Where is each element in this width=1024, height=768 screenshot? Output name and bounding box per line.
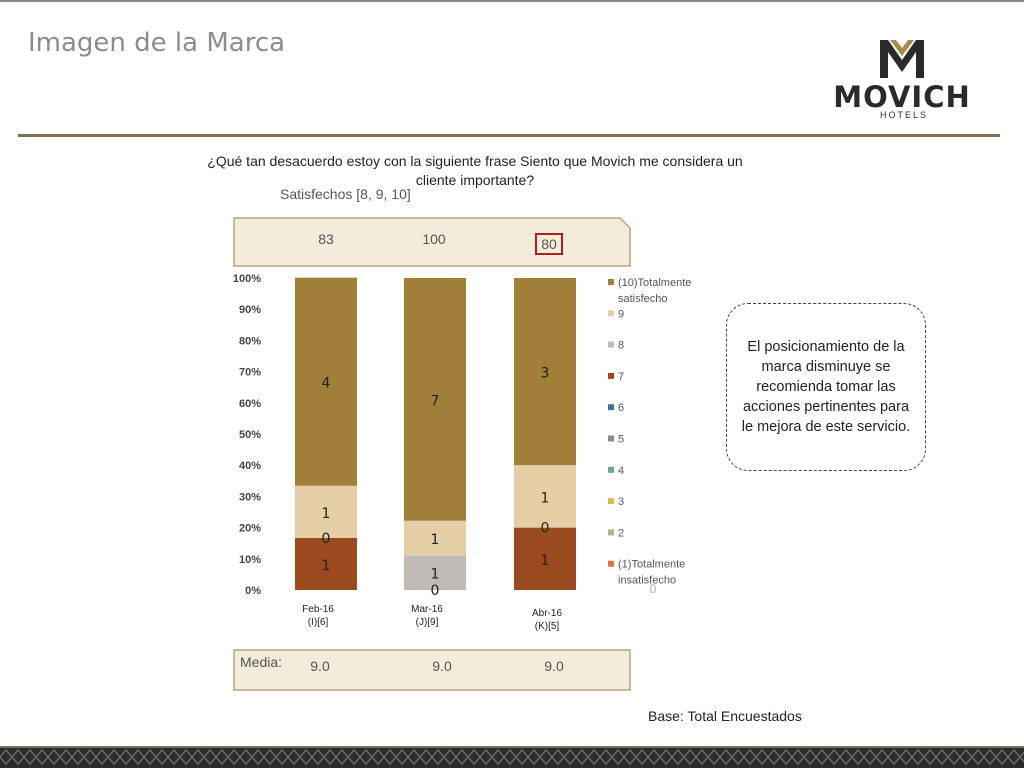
x-category-label: (I)[6] [308,617,329,628]
legend-label: 7 [618,371,624,383]
bar-segment [295,537,357,590]
legend-swatch [608,498,614,505]
bar-segment [404,278,466,521]
bar-segment [404,555,466,590]
legend-swatch [608,435,614,442]
legend-label: (1)Totalmente [618,559,685,571]
y-tick-label: 60% [239,398,261,410]
legend-swatch [608,310,614,317]
y-tick-label: 40% [239,460,261,472]
data-label: 1 [431,567,440,583]
y-tick-label: 100% [233,273,261,285]
x-category-label: (J)[9] [416,617,439,628]
satisfied-value: 80 [541,236,557,252]
legend-swatch [608,372,614,379]
y-tick-label: 50% [239,429,261,441]
y-tick-label: 70% [239,367,261,379]
bar-segment [514,278,576,466]
y-tick-label: 80% [239,335,261,347]
media-value: 9.0 [432,658,452,674]
x-category-label: Abr-16 [532,608,562,619]
legend-label: 5 [618,434,624,446]
legend-swatch [608,529,614,536]
data-label: 1 [322,558,331,574]
zero-data-label: 0 [322,531,331,547]
data-label: 1 [431,532,440,548]
y-tick-label: 20% [239,523,261,535]
data-label: 4 [322,376,331,392]
satisfied-value: 100 [422,231,446,247]
legend-label: 6 [618,402,624,414]
survey-question: ¿Qué tan desacuerdo estoy con la siguien… [207,153,743,188]
legend-swatch [608,466,614,473]
media-band [233,649,631,691]
movich-logo: MOVICH HOTELS [816,38,988,122]
media-label: Media: [240,654,283,670]
legend-label: 4 [618,465,624,477]
x-category-label: (K)[5] [535,621,560,632]
top-rule [0,0,1024,2]
data-label: 3 [541,366,550,382]
stray-label: 0 [649,582,657,596]
y-tick-label: 0% [245,585,261,597]
data-label: 1 [541,490,550,506]
bar-segment [295,277,357,486]
header-rule [18,134,1000,137]
highlight-box [535,233,563,255]
legend-label-cont: satisfecho [618,293,668,305]
legend-swatch [608,404,614,411]
legend-label: 8 [618,340,624,352]
y-tick-label: 90% [239,304,261,316]
legend-swatch [608,560,614,567]
legend-label: 9 [618,308,624,320]
callout-box: El posicionamiento de la marca disminuye… [726,303,926,471]
y-tick-label: 30% [239,491,261,503]
bar-segment [295,485,357,538]
legend-label: 3 [618,496,624,508]
media-value: 9.0 [544,658,564,674]
legend-label: 2 [618,527,624,539]
legend-swatch [608,341,614,348]
slide-title: Imagen de la Marca [28,28,286,58]
movich-monogram-icon [880,40,924,78]
logo-subtitle: HOTELS [879,110,928,120]
legend-swatch [608,279,614,285]
bar-segment [404,520,466,556]
data-label: 1 [541,553,550,569]
data-label: 1 [322,506,331,522]
zero-data-label: 0 [431,583,440,599]
legend-label: (10)Totalmente [618,277,691,289]
zero-data-label: 0 [541,521,550,537]
x-category-label: Mar-16 [411,604,443,615]
data-label: 7 [431,393,440,409]
bar-segment [514,465,576,528]
satisfied-band [233,217,631,267]
legend-label-cont: insatisfecho [618,575,676,587]
bar-segment [514,527,576,590]
logo-wordmark: MOVICH [833,80,971,114]
media-value: 9.0 [310,658,330,674]
footer-pattern [0,746,1024,768]
satisfied-label: Satisfechos [8, 9, 10] [280,186,411,202]
base-note: Base: Total Encuestados [648,708,802,724]
x-category-label: Feb-16 [302,604,334,615]
satisfied-value: 83 [318,231,334,247]
y-tick-label: 10% [239,554,261,566]
